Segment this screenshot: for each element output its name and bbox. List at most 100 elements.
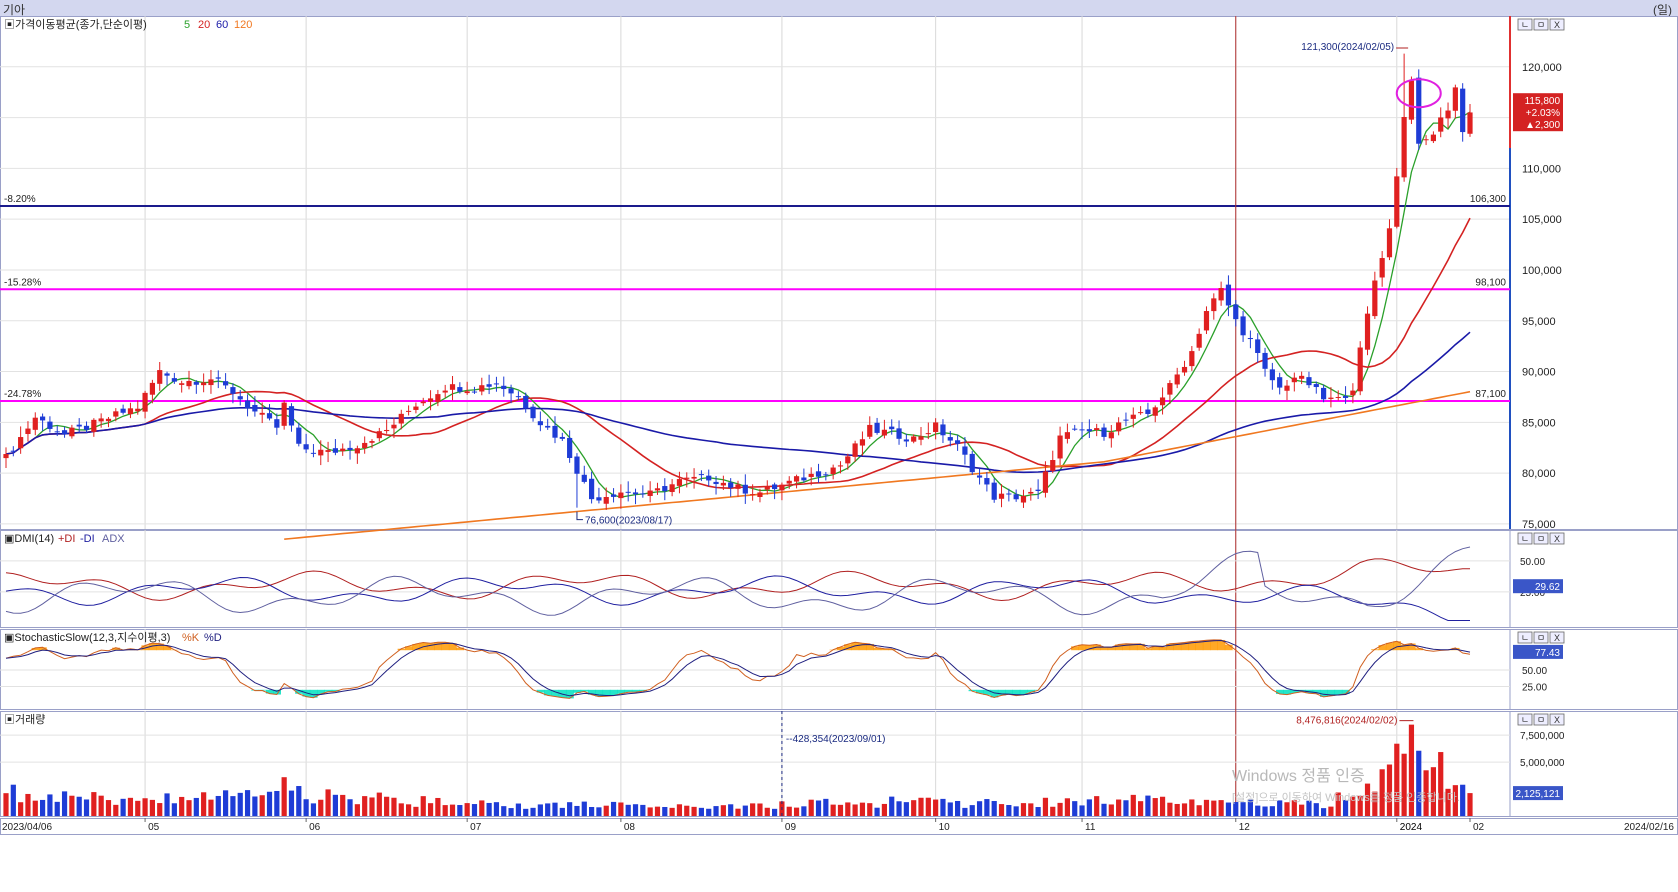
- volume-bar: [874, 807, 880, 816]
- stoch-overbought-fill: [1144, 648, 1153, 651]
- candle-body: [354, 448, 360, 454]
- volume-bar: [1386, 764, 1393, 816]
- volume-bar: [618, 802, 624, 816]
- volume-bar: [435, 797, 441, 816]
- stoch-overbought-fill: [1202, 640, 1211, 651]
- volume-bar: [764, 807, 770, 816]
- panel-button[interactable]: [1517, 713, 1533, 726]
- panel-button[interactable]: [1533, 532, 1549, 545]
- stoch-oversold-fill: [1290, 689, 1299, 694]
- volume-bar: [815, 800, 822, 816]
- volume-bar: [859, 802, 866, 816]
- guide-value-label: 106,300: [1470, 194, 1507, 205]
- panel-button[interactable]: [1533, 631, 1549, 644]
- volume-bar: [149, 799, 155, 816]
- candle-body: [1130, 414, 1136, 419]
- candle-body: [1335, 396, 1341, 398]
- stock-chart[interactable]: ㄴㅁXㄴㅁXㄴㅁXㄴㅁX120,000115,000110,000105,000…: [0, 16, 1678, 892]
- volume-bar: [647, 807, 653, 816]
- volume-bar: [1057, 802, 1063, 816]
- volume-bar: [347, 799, 353, 816]
- candle-body: [618, 492, 624, 499]
- dmi-current-box: [1513, 579, 1563, 594]
- period-unit[interactable]: (일): [1652, 3, 1672, 17]
- candle-body: [552, 425, 558, 438]
- stoch-oversold-fill: [624, 689, 633, 693]
- x-axis-label: 09: [785, 822, 797, 833]
- volume-bar: [933, 799, 939, 816]
- panel-button[interactable]: [1549, 18, 1565, 31]
- volume-bar: [288, 790, 295, 816]
- volume-bar: [1042, 797, 1049, 816]
- candle-body: [420, 401, 426, 404]
- panel-button-label: X: [1554, 20, 1560, 30]
- volume-bar: [83, 799, 90, 816]
- volume-bar: [449, 804, 456, 816]
- volume-bar: [793, 807, 800, 816]
- stoch-overbought-fill: [1107, 647, 1116, 651]
- volume-bar: [589, 806, 595, 816]
- candle-body: [244, 400, 251, 409]
- volume-bar: [91, 792, 97, 816]
- candle-body: [881, 429, 887, 436]
- panel-button[interactable]: [1517, 18, 1533, 31]
- stoch-tick-label: 25.00: [1522, 683, 1547, 694]
- candle-body: [32, 417, 38, 430]
- candle-body: [1057, 435, 1063, 459]
- volume-bar: [632, 804, 639, 816]
- volume-bar: [515, 803, 521, 816]
- candle-body: [252, 404, 258, 412]
- panel-button[interactable]: [1517, 631, 1533, 644]
- panel-button[interactable]: [1549, 713, 1565, 726]
- panel-button[interactable]: [1517, 532, 1533, 545]
- x-axis-label: 12: [1239, 822, 1251, 833]
- volume-bar: [640, 804, 646, 816]
- candle-body: [632, 492, 639, 495]
- volume-bar: [1364, 783, 1371, 816]
- volume-bar: [252, 796, 258, 816]
- volume-bar: [1321, 808, 1327, 816]
- dmi-legend-item: ADX: [102, 533, 125, 545]
- volume-bar: [457, 805, 463, 816]
- candle-body: [230, 387, 236, 394]
- volume-bar: [215, 795, 221, 816]
- volume-bar: [669, 807, 675, 816]
- stoch-overbought-fill: [1195, 640, 1204, 651]
- volume-bar: [830, 804, 836, 816]
- stoch-oversold-fill: [1327, 689, 1336, 696]
- candle-body: [1313, 384, 1319, 388]
- candle-body: [1328, 397, 1334, 399]
- candle-body: [54, 431, 60, 433]
- volume-bar: [889, 796, 895, 816]
- high-price-annotation: 121,300(2024/02/05): [1301, 42, 1394, 53]
- panel-button[interactable]: [1533, 713, 1549, 726]
- candle-body: [1460, 88, 1466, 133]
- candle-body: [40, 416, 46, 421]
- stoch-overbought-fill: [1210, 639, 1218, 651]
- panel-button[interactable]: [1549, 631, 1565, 644]
- volume-bar: [223, 790, 229, 816]
- volume-current-value: 2,125,121: [1516, 789, 1561, 800]
- panel-button[interactable]: [1533, 18, 1549, 31]
- candle-body: [325, 450, 331, 452]
- volume-bar: [18, 802, 24, 816]
- candle-body: [998, 493, 1005, 499]
- stoch-overbought-fill: [1188, 641, 1196, 651]
- panel-button-label: ㅁ: [1537, 534, 1545, 544]
- candle-body: [625, 491, 631, 493]
- volume-bar: [567, 802, 573, 816]
- stoch-oversold-fill: [324, 689, 333, 692]
- stoch-oversold-fill: [1341, 689, 1350, 694]
- candle-body: [1020, 496, 1027, 503]
- candle-body: [750, 494, 756, 496]
- stoch-overbought-fill: [412, 644, 421, 651]
- stoch-overbought-fill: [858, 643, 867, 651]
- volume-bar: [1438, 752, 1444, 816]
- candle-body: [1423, 139, 1429, 141]
- candle-body: [61, 430, 68, 435]
- candle-body: [398, 413, 404, 424]
- volume-bar: [984, 799, 990, 816]
- candle-body: [83, 425, 90, 430]
- current-price-box: [1513, 93, 1563, 132]
- panel-button[interactable]: [1549, 532, 1565, 545]
